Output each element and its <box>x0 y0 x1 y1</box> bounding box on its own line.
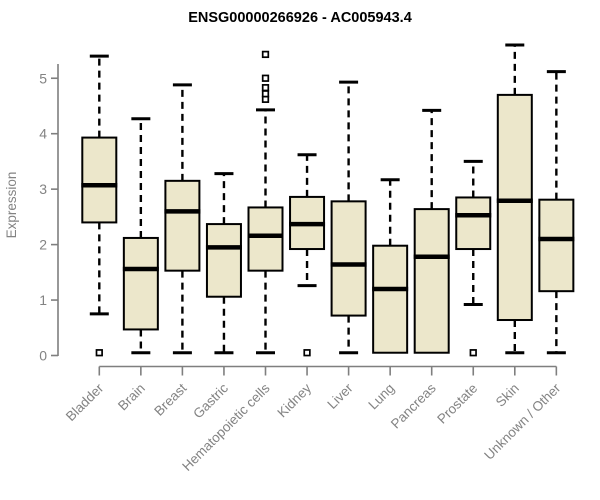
x-axis-label: Pancreas <box>388 380 439 431</box>
x-axis-label: Skin <box>493 381 522 410</box>
boxplot-unknown-other <box>538 70 575 355</box>
iqr-box <box>455 196 492 251</box>
y-tick-label: 1 <box>39 292 47 308</box>
iqr-box <box>538 198 575 293</box>
boxplot-gastric <box>205 172 242 355</box>
boxplot-kidney <box>289 153 326 357</box>
y-tick-label: 0 <box>39 348 47 364</box>
outlier-point <box>261 84 270 92</box>
x-axis-label: Brain <box>115 381 148 414</box>
outlier-point <box>469 349 477 357</box>
iqr-box <box>81 136 118 224</box>
outlier-point <box>261 74 270 82</box>
iqr-box <box>164 179 201 272</box>
chart-title: ENSG00000266926 - AC005943.4 <box>188 10 412 26</box>
iqr-box <box>205 223 242 298</box>
x-axis-label: Prostate <box>434 381 480 427</box>
y-tick-label: 3 <box>39 181 47 197</box>
outlier-point <box>261 50 270 59</box>
x-axis-label: Unknown / Other <box>481 380 564 463</box>
outlier-point <box>261 90 270 98</box>
x-axis-label: Lung <box>365 381 397 413</box>
iqr-box <box>413 208 450 354</box>
y-axis-title: Expression <box>4 172 19 239</box>
iqr-box <box>372 244 409 354</box>
boxplot-brain <box>122 117 159 355</box>
boxplot-prostate <box>455 159 492 357</box>
boxplot-skin <box>496 43 533 355</box>
box-series <box>81 43 575 357</box>
boxplot-hematopoietic-cells <box>247 50 284 355</box>
outlier-point <box>303 349 311 357</box>
outlier-point <box>95 349 103 357</box>
x-axis-label: Breast <box>151 380 189 418</box>
iqr-box <box>122 236 159 331</box>
y-tick-label: 5 <box>39 70 47 86</box>
boxplot-pancreas <box>413 108 450 354</box>
boxplot-lung <box>372 178 409 354</box>
iqr-box <box>496 93 533 322</box>
iqr-box <box>247 206 284 272</box>
x-axis-label: Gastric <box>190 380 231 421</box>
boxplot-bladder <box>81 54 118 357</box>
x-axis-label: Bladder <box>63 380 107 424</box>
x-axis-label: Liver <box>324 380 356 412</box>
y-tick-label: 2 <box>39 237 47 253</box>
boxplot-breast <box>164 83 201 355</box>
x-axis-label: Kidney <box>274 380 314 420</box>
boxplot-liver <box>330 80 367 355</box>
y-tick-label: 4 <box>39 126 47 142</box>
iqr-box <box>330 200 367 317</box>
